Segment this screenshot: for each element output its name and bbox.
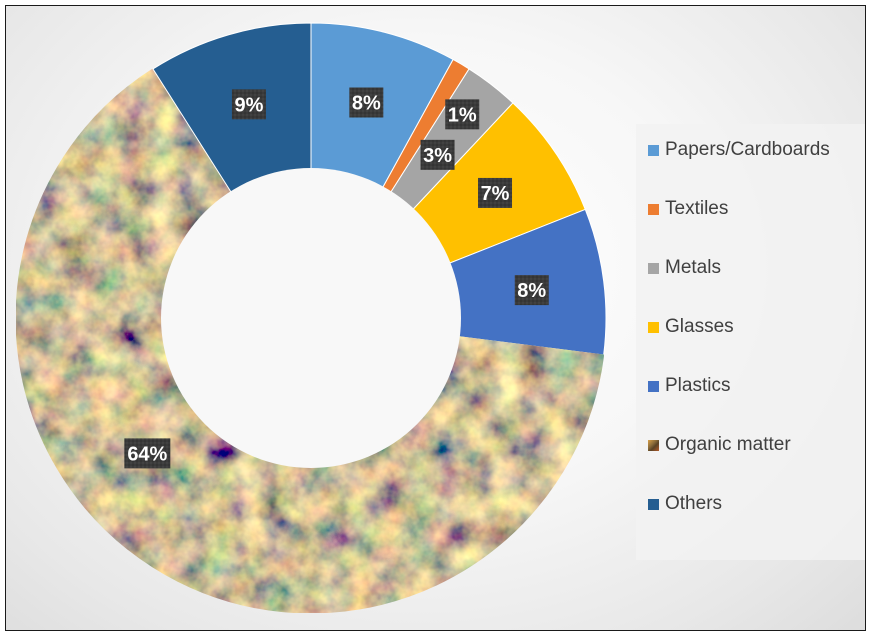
legend-item-metals: Metals [648,256,721,280]
data-label-box [420,139,455,170]
legend-label: Glasses [665,316,734,337]
data-label-text: 8% [517,280,546,302]
data-label-glasses: 7% [478,177,513,208]
legend-item-others: Others [648,492,722,516]
legend-label: Papers/Cardboards [665,139,830,160]
data-label-others: 9% [231,89,266,120]
legend-item-textiles: Textiles [648,197,728,221]
data-labels-group: 8% 1% 3% 7% 8% 64% 9% [124,87,549,469]
data-label-text: 9% [234,94,263,116]
data-label-text: 64% [127,443,167,465]
chart-area: 8% 1% 3% 7% 8% 64% 9% Papers/Cardboards Textile… [5,5,866,631]
legend-swatch [648,498,659,510]
data-label-box [478,177,513,208]
data-label-text: 8% [352,92,381,114]
data-label-papers-cardboards: 8% [349,87,384,118]
legend-swatch [648,262,659,274]
data-label-box [231,89,266,120]
data-label-text: 7% [481,183,510,205]
legend-label: Organic matter [665,434,791,455]
legend-swatch [648,439,659,451]
data-label-textiles: 1% [445,99,480,130]
legend-label: Others [665,493,723,514]
data-label-box [124,438,171,469]
data-label-organic-matter: 64% [124,438,171,469]
donut-hole [161,168,461,468]
legend-swatch [648,380,659,392]
legend-swatch [648,144,659,156]
legend-label: Textiles [665,198,729,219]
legend-item-papers-cardboards: Papers/Cardboards [648,138,830,162]
legend-item-plastics: Plastics [648,374,730,398]
donut-chart: 8% 1% 3% 7% 8% 64% 9% [15,22,607,614]
legend-swatch [648,321,659,333]
legend-swatch [648,203,659,215]
data-label-plastics: 8% [514,275,549,306]
data-label-box [349,87,384,118]
data-label-box [514,275,549,306]
legend-item-glasses: Glasses [648,315,734,339]
legend-label: Metals [665,257,721,278]
data-label-text: 3% [423,145,452,167]
data-label-box [445,99,480,130]
legend-label: Plastics [665,375,731,396]
legend-item-organic-matter: Organic matter [648,433,791,457]
legend: Papers/Cardboards Textiles Metals Glasses Pl… [636,124,865,560]
data-label-text: 1% [448,104,477,126]
data-label-metals: 3% [420,139,455,170]
